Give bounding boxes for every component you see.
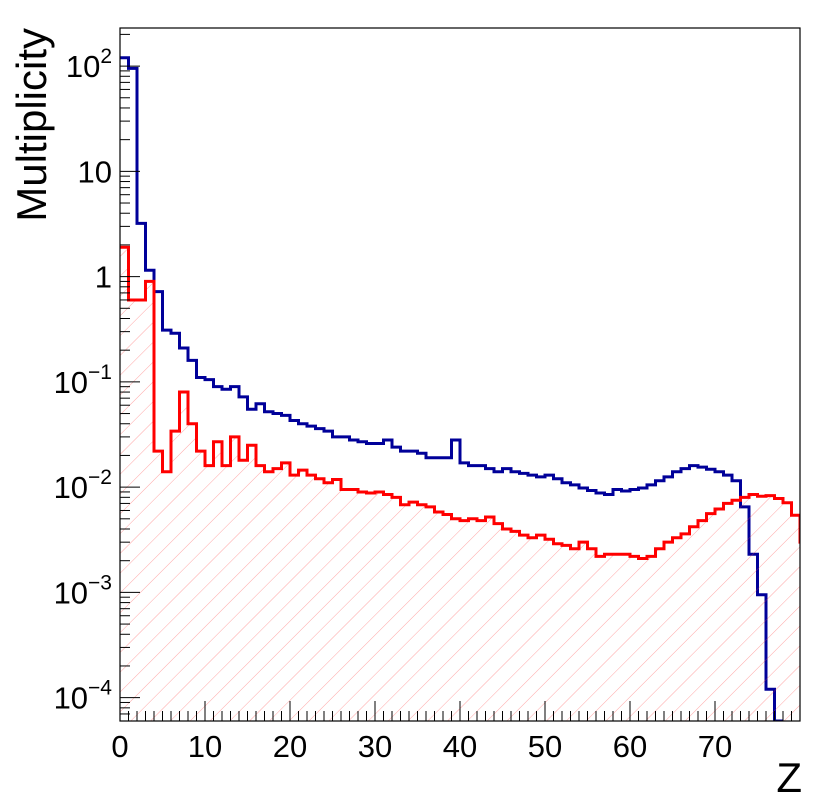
- x-tick-label: 50: [528, 729, 562, 764]
- y-tick-label: 10: [78, 154, 112, 189]
- series-2-hatched-area: [120, 247, 800, 721]
- series-2-histogram-line: [120, 245, 800, 560]
- y-axis: 102 10 1 10−1 10−2 10−3 10−4: [54, 33, 140, 722]
- y-tick-label: 10−1: [54, 361, 112, 400]
- x-tick-label: 30: [358, 729, 392, 764]
- y-axis-title: Multiplicity: [8, 28, 55, 222]
- y-tick-label: 10−2: [54, 466, 112, 505]
- x-tick-label: 40: [443, 729, 477, 764]
- x-tick-label: 10: [188, 729, 222, 764]
- x-tick-label: 0: [111, 729, 128, 764]
- x-axis: 0 10 20 30 40 50 60 70: [111, 701, 801, 764]
- y-tick-label: 1: [95, 260, 112, 295]
- x-tick-label: 70: [698, 729, 732, 764]
- series-1-histogram-line: [120, 56, 783, 721]
- y-tick-label: 10−4: [54, 677, 113, 716]
- y-tick-label: 102: [66, 45, 112, 84]
- x-axis-title: Z: [776, 754, 802, 801]
- x-tick-label: 20: [273, 729, 307, 764]
- x-tick-label: 60: [613, 729, 647, 764]
- y-tick-label: 10−3: [54, 571, 112, 610]
